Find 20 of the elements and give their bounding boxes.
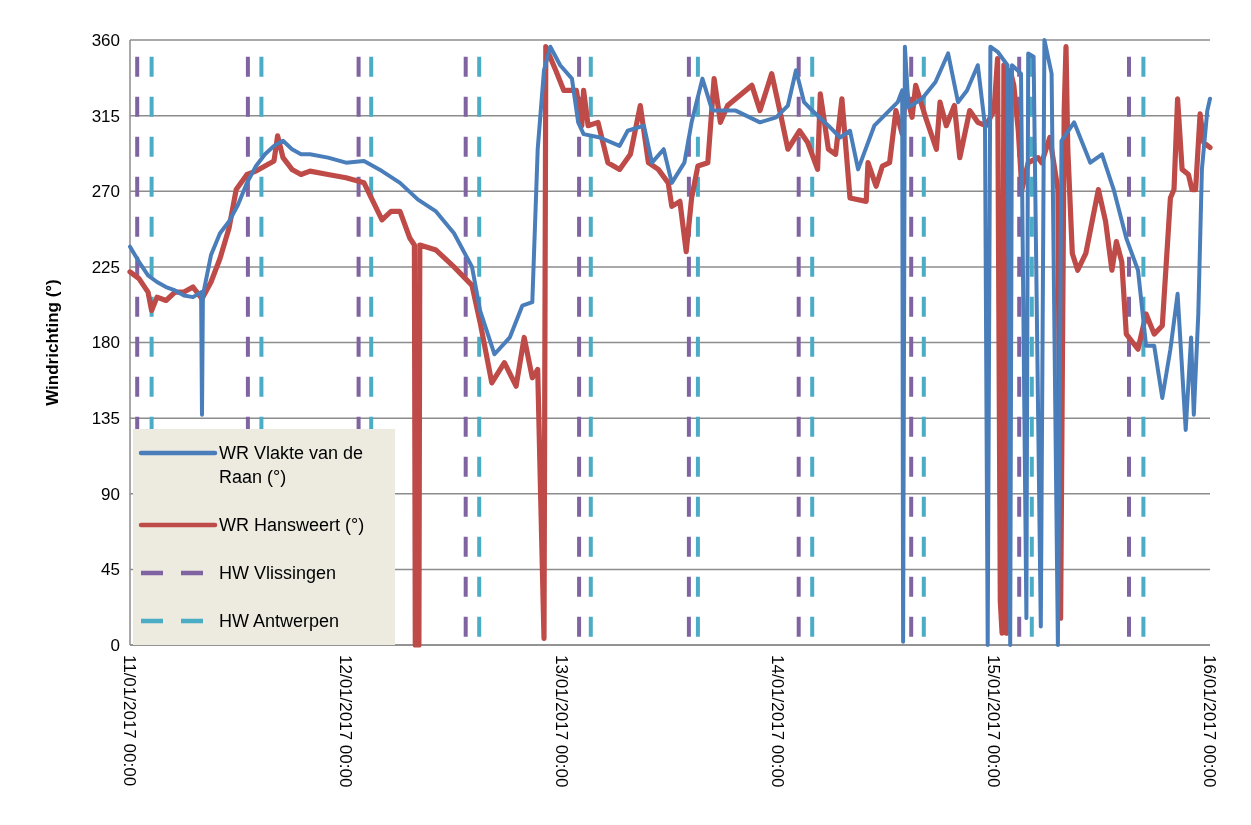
y-tick-label: 45 xyxy=(101,560,120,580)
y-tick-label: 180 xyxy=(91,333,120,353)
y-tick-label: 0 xyxy=(110,635,120,655)
y-tick-label: 90 xyxy=(101,484,120,504)
x-tick-label: 16/01/2017 00:00 xyxy=(1200,655,1220,788)
x-tick-label: 12/01/2017 00:00 xyxy=(336,655,356,788)
x-tick-label: 13/01/2017 00:00 xyxy=(552,655,572,788)
legend-label: WR Hansweert (°) xyxy=(219,515,365,536)
x-tick-label: 14/01/2017 00:00 xyxy=(768,655,788,788)
legend-label: HW Antwerpen xyxy=(219,611,340,632)
y-tick-label: 135 xyxy=(91,409,120,429)
y-tick-label: 270 xyxy=(91,182,120,202)
x-tick-label: 11/01/2017 00:00 xyxy=(120,655,140,787)
x-tick-label: 15/01/2017 00:00 xyxy=(984,655,1004,788)
y-tick-label: 315 xyxy=(91,106,120,126)
y-tick-label: 225 xyxy=(91,257,120,277)
y-tick-label: 360 xyxy=(91,30,120,50)
legend-label: HW Vlissingen xyxy=(219,563,337,584)
y-axis-title: Windrichting (°) xyxy=(43,279,62,406)
legend-label: WR Vlakte van de Raan (°) xyxy=(219,443,364,488)
